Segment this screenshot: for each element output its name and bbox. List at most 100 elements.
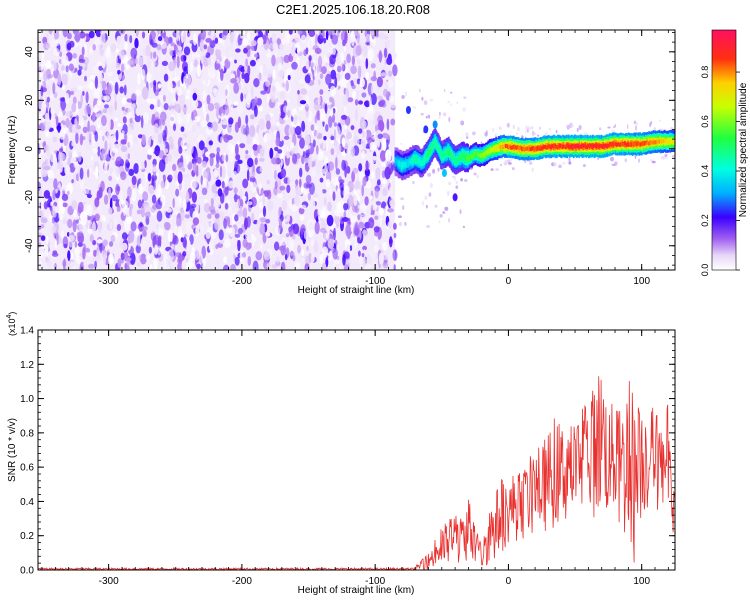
noise-blob	[314, 47, 322, 55]
noise-blob	[332, 263, 336, 269]
noise-blob	[363, 210, 367, 222]
ridge-segment	[468, 157, 470, 161]
noise-blob	[141, 31, 146, 39]
noise-blob	[163, 261, 167, 270]
noise-blob	[331, 175, 337, 185]
faint-speckle	[485, 130, 488, 135]
noise-blob	[177, 80, 181, 88]
noise-blob	[80, 93, 83, 106]
noise-blob	[74, 247, 78, 253]
noise-blob	[184, 214, 191, 219]
faint-speckle	[525, 125, 528, 130]
noise-blob	[137, 235, 141, 248]
noise-blob	[177, 171, 183, 184]
y-tick-label: 1.4	[20, 326, 34, 337]
noise-blob	[325, 30, 329, 41]
noise-blob	[137, 199, 143, 209]
noise-blob	[38, 181, 41, 192]
noise-blob	[231, 144, 235, 154]
noise-blob	[256, 219, 261, 231]
noise-blob	[51, 109, 56, 121]
faint-speckle	[437, 167, 440, 172]
noise-blob	[73, 172, 77, 184]
noise-blob	[95, 166, 99, 179]
noise-blob	[293, 195, 300, 206]
noise-blob	[362, 245, 367, 251]
noise-blob	[52, 136, 58, 143]
noise-blob	[234, 59, 237, 64]
noise-blob	[319, 227, 327, 233]
noise-blob	[118, 49, 125, 61]
noise-blob	[87, 120, 90, 133]
noise-blob	[339, 208, 345, 214]
noise-blob	[282, 218, 288, 223]
noise-blob	[86, 204, 92, 217]
noise-blob	[225, 99, 232, 106]
noise-blob	[279, 43, 284, 51]
noise-blob	[297, 90, 300, 95]
noise-blob	[38, 132, 42, 139]
faint-speckle	[509, 157, 513, 162]
noise-blob	[329, 54, 336, 65]
noise-blob	[53, 59, 57, 72]
noise-blob	[204, 74, 209, 85]
noise-blob	[83, 189, 86, 196]
colorbar-tick-label: 0.6	[700, 115, 710, 128]
noise-blob	[330, 135, 335, 141]
ridge-segment	[507, 145, 509, 149]
noise-blob	[250, 86, 254, 99]
noise-blob	[214, 213, 220, 219]
faint-speckle	[460, 120, 465, 126]
noise-blob	[89, 81, 94, 91]
noise-blob	[295, 125, 302, 136]
noise-blob	[174, 103, 182, 113]
noise-blob	[242, 37, 249, 46]
noise-blob	[43, 190, 51, 199]
noise-blob	[370, 93, 377, 105]
noise-blob	[182, 76, 187, 89]
faint-speckle	[397, 215, 402, 218]
noise-blob	[317, 189, 323, 195]
noise-blob	[228, 180, 235, 189]
noise-blob	[310, 240, 314, 247]
ridge-segment	[621, 141, 624, 146]
noise-blob	[245, 150, 249, 155]
noise-blob	[183, 55, 187, 62]
noise-blob	[200, 119, 208, 128]
noise-blob	[362, 130, 366, 139]
y-tick-label: 20	[24, 94, 35, 106]
noise-blob	[175, 70, 182, 79]
noise-blob	[279, 132, 284, 142]
noise-blob	[86, 193, 92, 199]
noise-blob	[184, 95, 190, 100]
noise-blob	[155, 199, 163, 210]
noise-blob	[144, 204, 151, 213]
noise-blob	[301, 188, 307, 196]
noise-blob	[94, 75, 98, 89]
noise-blob	[101, 115, 107, 127]
noise-blob	[192, 99, 199, 109]
noise-blob	[255, 58, 261, 71]
noise-blob	[273, 68, 276, 80]
noise-blob	[361, 253, 365, 258]
noise-blob	[286, 151, 290, 159]
noise-blob	[202, 256, 207, 267]
noise-blob	[238, 64, 244, 71]
noise-blob	[263, 134, 268, 143]
noise-blob	[52, 205, 56, 211]
noise-blob	[140, 176, 146, 186]
noise-blob	[196, 121, 201, 127]
noise-blob	[301, 249, 305, 257]
noise-blob	[254, 96, 258, 104]
noise-blob	[259, 167, 263, 172]
noise-blob	[121, 97, 128, 105]
noise-blob	[245, 58, 249, 67]
noise-blob	[85, 141, 92, 151]
noise-blob	[389, 199, 396, 208]
noise-blob	[330, 69, 337, 80]
noise-blob	[182, 167, 186, 172]
noise-blob	[248, 125, 256, 138]
noise-blob	[297, 244, 301, 254]
noise-blob	[195, 225, 200, 237]
